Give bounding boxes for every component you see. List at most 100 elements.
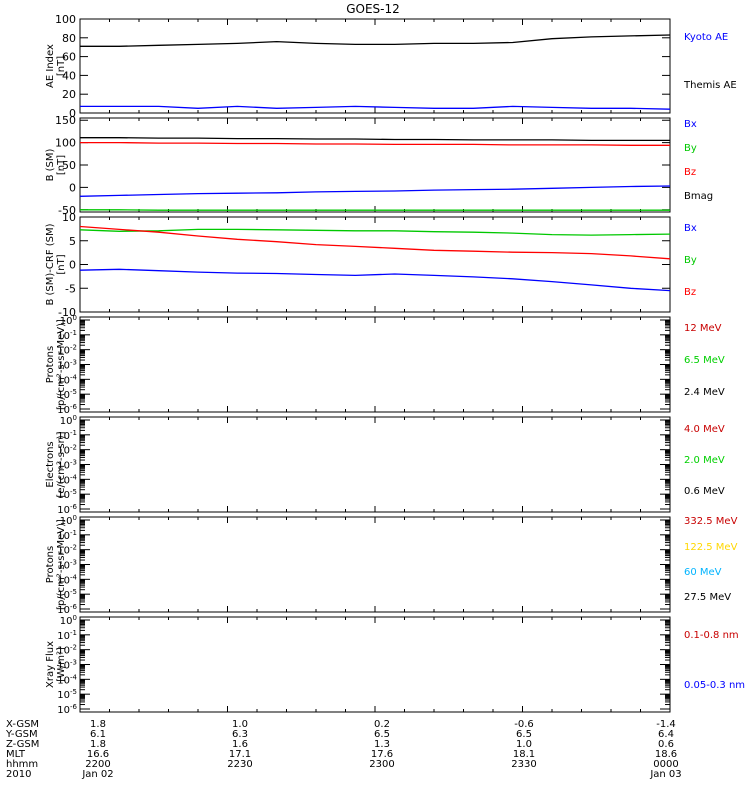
legend-entry: Bx (684, 223, 697, 234)
time-axis-value: 18.1 (513, 749, 535, 760)
panel-frame (79, 416, 671, 513)
panel-frame (79, 316, 671, 413)
legend-entry: 2.4 MeV (684, 387, 725, 398)
time-axis-value: 2330 (511, 759, 536, 770)
time-axis-value: 6.4 (658, 729, 674, 740)
y-tick-label: 5 (69, 235, 76, 248)
time-axis-value: 17.1 (229, 749, 251, 760)
legend-entry: 4.0 MeV (684, 424, 725, 435)
y-tick-label: -10 (58, 306, 76, 319)
y-tick-label: 150 (55, 114, 76, 127)
legend-entry: 0.6 MeV (684, 486, 725, 497)
legend-entry: Bx (684, 119, 697, 130)
series-line-bz (79, 225, 671, 260)
y-tick-label: 10-6 (57, 703, 77, 716)
y-tick-label: 10-1 (57, 629, 77, 642)
time-axis-value: 6.1 (90, 729, 106, 740)
y-axis-label-units: [W/m²] (56, 647, 67, 682)
y-tick-label: 50 (62, 159, 76, 172)
y-axis-label-line: AE Index (45, 44, 56, 88)
y-axis-label-line: Xray Flux (45, 641, 56, 688)
y-axis-label-line: Protons (45, 346, 56, 383)
legend-entry: By (684, 255, 697, 266)
series-line-by (79, 228, 671, 236)
series-line-bx (79, 185, 671, 197)
y-axis-label: Protons [p/(cm²-s-sr-MeV)] (45, 319, 67, 410)
series-line-bz (80, 141, 670, 146)
y-axis-label-line: Electrons (45, 441, 56, 487)
panel-2: -50 0 50 100 150 B (SM) [nT] Bx By Bz Bmag (45, 114, 713, 217)
time-axis-value: 18.6 (655, 749, 677, 760)
time-axis-value: 1.8 (90, 719, 106, 730)
time-axis-row-label: 2010 (6, 769, 31, 780)
legend-entry: By (684, 143, 697, 154)
legend-entry: 60 MeV (684, 567, 722, 578)
y-axis-label: B (SM)-CRF (SM) [nT] (45, 223, 67, 305)
legend-entry: 0.1-0.8 nm (684, 630, 739, 641)
time-axis-value: 1.0 (232, 719, 248, 730)
y-tick-label: 100 (60, 414, 77, 427)
time-axis-value: Jan 03 (649, 769, 681, 780)
time-axis-value: -1.4 (656, 719, 676, 730)
y-axis-label: Electrons [e/(cm²-s-sr)] (45, 431, 67, 497)
time-axis-value: 2300 (369, 759, 394, 770)
time-axis-value: Jan 02 (81, 769, 113, 780)
y-axis-label-units: [nT] (56, 155, 67, 175)
time-axis-value: 0.6 (658, 739, 674, 750)
panel-frame (79, 516, 671, 613)
time-axis-value: 2230 (227, 759, 252, 770)
y-axis-label-line: B (SM)-CRF (SM) (45, 223, 56, 305)
time-axis-value: 0000 (653, 759, 678, 770)
panel-1: 0 20 40 60 80 100 AE Index [nT] Kyoto AE Themis A… (45, 13, 737, 120)
y-tick-label: 40 (62, 69, 76, 82)
panel-frame (79, 18, 671, 114)
time-axis-row-label: X-GSM (6, 719, 39, 730)
y-axis-label: Xray Flux [W/m²] (45, 641, 67, 688)
y-tick-label: 10 (62, 211, 76, 224)
y-axis-label-units: [p/(cm²-s-sr-MeV)] (56, 519, 67, 610)
legend-entry: Bmag (684, 191, 713, 202)
y-tick-label: 100 (60, 614, 77, 627)
legend-entry: 122.5 MeV (684, 542, 738, 553)
time-axis-row-label: Z-GSM (6, 739, 39, 750)
time-axis-value: 6.5 (374, 729, 390, 740)
y-axis-label-line: Protons (45, 546, 56, 583)
time-axis-row-label: hhmm (6, 759, 38, 770)
legend-entry: Kyoto AE (684, 32, 728, 43)
legend-entry: Bz (684, 167, 696, 178)
panel-frame (79, 117, 671, 213)
y-axis-label-line: B (SM) (45, 148, 56, 181)
y-tick-label: 80 (62, 32, 76, 45)
y-axis-label: AE Index [nT] (45, 44, 67, 88)
y-tick-label: 20 (62, 88, 76, 101)
legend-entry: 332.5 MeV (684, 516, 738, 527)
series-line-unnamed (80, 34, 671, 47)
y-tick-label: 0 (69, 107, 76, 120)
time-axis-value: 0.2 (374, 719, 390, 730)
legend-entry: 6.5 MeV (684, 355, 725, 366)
legend-entry: 12 MeV (684, 323, 722, 334)
time-axis-row-label: MLT (6, 749, 26, 760)
time-axis-value: 6.5 (516, 729, 532, 740)
legend-entry: Bz (684, 287, 696, 298)
series-line-bmag (80, 137, 670, 142)
y-tick-label: 60 (62, 51, 76, 64)
y-tick-label: 10-5 (57, 688, 77, 701)
time-axis-value: 16.6 (87, 749, 109, 760)
y-tick-label: 0 (69, 181, 76, 194)
time-axis-value: 6.3 (232, 729, 248, 740)
y-tick-label: 0 (69, 259, 76, 272)
time-axis-value: -0.6 (514, 719, 534, 730)
time-axis-row-label: Y-GSM (5, 729, 38, 740)
y-axis-label-units: [e/(cm²-s-sr)] (56, 431, 67, 497)
series-line-bx (79, 268, 671, 292)
y-tick-label: 100 (55, 137, 76, 150)
y-axis-label-units: [nT] (56, 56, 67, 76)
time-axis-value: 2200 (85, 759, 110, 770)
legend-entry: 0.05-0.3 nm (684, 680, 745, 691)
